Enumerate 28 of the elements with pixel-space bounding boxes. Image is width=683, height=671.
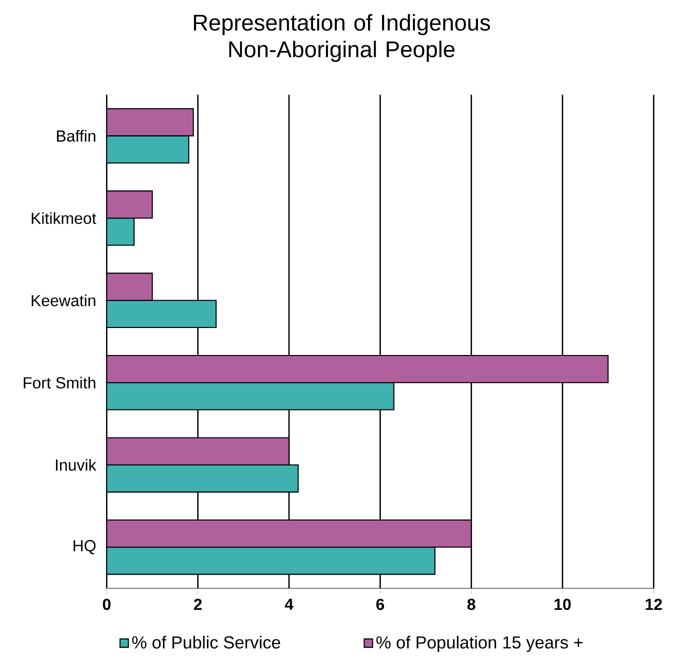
bar — [106, 135, 190, 164]
bar — [106, 382, 394, 410]
x-tick-label: 4 — [284, 598, 294, 610]
legend-label: % of Population 15 years + — [376, 636, 583, 652]
y-tick-label: Baffin — [56, 130, 96, 142]
y-tick-label: Inuvik — [56, 459, 96, 471]
chart-title: Representation of Indigenous Non-Aboriginal People — [194, 14, 490, 62]
x-tick-label: 8 — [467, 598, 476, 610]
x-tick-label: 12 — [646, 598, 662, 610]
x-tick-label: 10 — [554, 598, 571, 610]
x-tick-label: 2 — [194, 598, 202, 610]
bar — [106, 300, 217, 328]
y-tick-label: Fort Smith — [24, 376, 96, 388]
bar — [106, 519, 472, 548]
bar — [106, 272, 153, 301]
x-tick-label: 6 — [376, 598, 384, 610]
x-tick-label: 0 — [102, 598, 111, 610]
bar — [106, 218, 135, 246]
legend-label: % of Public Service — [132, 636, 280, 649]
y-tick-label: Kitikmeot — [32, 212, 96, 224]
bar — [106, 464, 299, 493]
bar — [106, 190, 153, 219]
y-tick-label: HQ — [74, 540, 96, 554]
y-tick-label: Keewatin — [32, 294, 96, 306]
bar — [106, 437, 290, 466]
bar — [106, 546, 436, 575]
bar — [106, 108, 194, 136]
bar — [106, 354, 609, 384]
